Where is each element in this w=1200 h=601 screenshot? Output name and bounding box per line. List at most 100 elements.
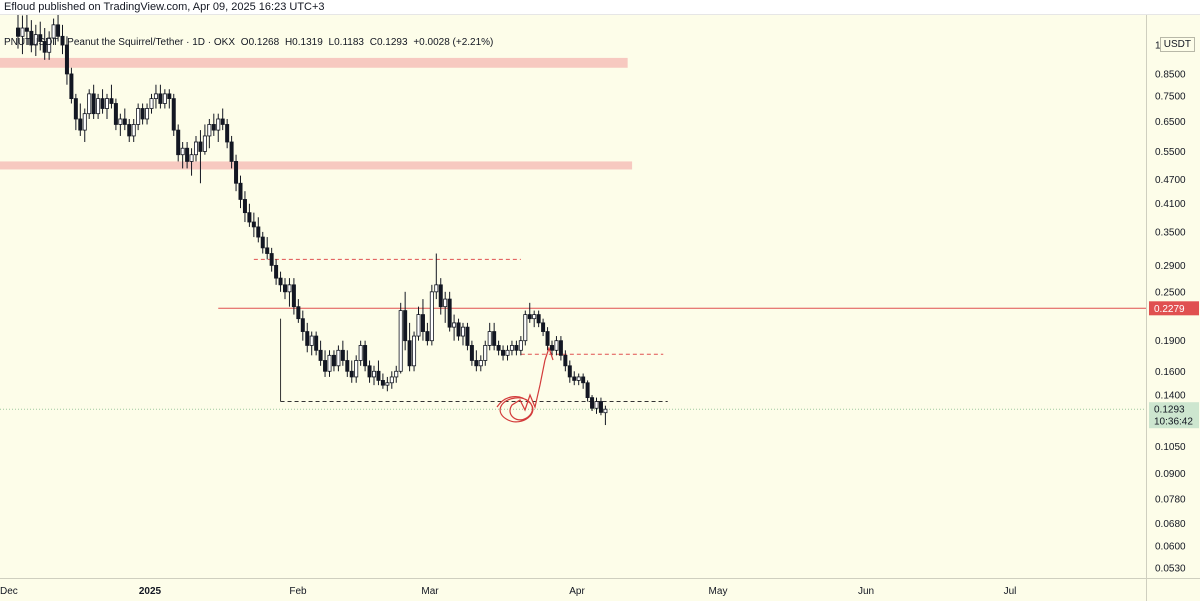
candle: [576, 373, 581, 386]
candle: [590, 395, 595, 412]
candle-body: [478, 360, 483, 367]
candle: [162, 89, 167, 109]
price-tick: 0.1600: [1155, 367, 1186, 378]
candle: [558, 336, 563, 361]
candle-body: [211, 124, 216, 131]
supply-zone-2: [0, 161, 633, 170]
candle: [509, 340, 514, 356]
candle-body: [469, 345, 474, 361]
candle: [122, 108, 127, 131]
candle-body: [118, 118, 123, 125]
candle: [109, 84, 114, 109]
candle: [349, 360, 354, 383]
candle-body: [100, 98, 105, 109]
candle: [376, 360, 381, 386]
candle-body: [363, 345, 368, 367]
last-price-text: 0.1293: [1154, 405, 1185, 416]
candle-body: [527, 314, 532, 320]
candle: [78, 103, 83, 136]
price-scale-labels: 1.00000.85000.75000.65000.55000.47000.41…: [1149, 41, 1199, 575]
candle-body: [171, 98, 176, 131]
price-tick: 0.5500: [1155, 147, 1186, 158]
candle: [300, 310, 305, 341]
time-scale[interactable]: Dec 2025 Feb Mar Apr May Jun Jul: [0, 578, 1146, 601]
candle-body: [238, 182, 243, 200]
candle-body: [274, 264, 279, 279]
candle-body: [327, 354, 332, 372]
candle: [305, 322, 310, 353]
resistance-price-text: 0.2279: [1154, 304, 1185, 315]
candle: [24, 15, 29, 45]
candle-body: [149, 98, 154, 109]
time-tick: Mar: [421, 586, 439, 597]
symbol-legend: PNUTUSDT · Peanut the Squirrel/Tether · …: [4, 37, 496, 48]
price-tick: 0.2500: [1155, 287, 1186, 298]
candle-body: [87, 93, 92, 115]
candle: [363, 340, 368, 372]
candlestick-chart[interactable]: [0, 15, 1146, 578]
candle: [73, 93, 78, 131]
candle: [220, 108, 225, 131]
candle-body: [131, 124, 136, 137]
candle: [131, 118, 136, 142]
chart-area[interactable]: PNUTUSDT · Peanut the Squirrel/Tether · …: [0, 15, 1146, 578]
candle-body: [136, 108, 141, 125]
price-tick: 0.0680: [1155, 519, 1186, 530]
scribble-annotation: [496, 359, 546, 423]
candle: [287, 278, 292, 307]
candle: [309, 331, 314, 356]
candle: [291, 278, 296, 315]
candle-body: [318, 349, 323, 361]
candle: [47, 31, 52, 60]
candle-body: [492, 331, 497, 346]
price-scale[interactable]: USDT 1.00000.85000.75000.65000.55000.470…: [1146, 15, 1200, 578]
candle: [64, 36, 69, 85]
candle: [238, 175, 243, 209]
candle-body: [558, 340, 563, 356]
candle-body: [113, 103, 118, 125]
candle: [394, 365, 399, 383]
candle: [158, 84, 163, 109]
candle: [389, 371, 394, 389]
candle-body: [202, 135, 207, 152]
currency-label[interactable]: USDT: [1159, 37, 1195, 52]
candle: [536, 310, 541, 328]
candle-body: [33, 34, 38, 46]
candle: [541, 318, 546, 337]
symbol-title[interactable]: PNUTUSDT · Peanut the Squirrel/Tether · …: [4, 37, 236, 48]
candle-body: [452, 322, 457, 328]
candle: [113, 98, 118, 131]
candle-body: [563, 354, 568, 367]
candle-body: [56, 24, 61, 37]
candle: [518, 336, 523, 356]
candle: [211, 113, 216, 136]
candle-body: [550, 345, 555, 351]
candle: [167, 89, 172, 109]
candle-body: [567, 365, 572, 378]
candle-body: [323, 360, 328, 372]
candle: [145, 103, 150, 125]
legend-close: C0.1293: [369, 37, 408, 48]
candle-body: [394, 370, 399, 378]
candle: [398, 302, 403, 374]
candle-body: [376, 370, 381, 381]
candle-body: [598, 401, 603, 413]
candle-body: [412, 335, 417, 367]
candle: [189, 148, 194, 176]
candle: [563, 350, 568, 372]
candle: [140, 103, 145, 125]
candle-body: [403, 310, 408, 342]
candle-body: [260, 236, 265, 249]
candle-body: [29, 30, 34, 46]
candle: [496, 340, 501, 356]
candle-body: [198, 141, 203, 152]
candle-body: [509, 345, 514, 351]
candle-body: [60, 35, 65, 46]
candle-body: [105, 98, 110, 109]
candle-body: [305, 331, 310, 346]
time-tick: Feb: [289, 586, 307, 597]
candle: [198, 130, 203, 184]
candle-body: [340, 349, 345, 361]
candle-body: [456, 322, 461, 337]
candle: [100, 89, 105, 114]
